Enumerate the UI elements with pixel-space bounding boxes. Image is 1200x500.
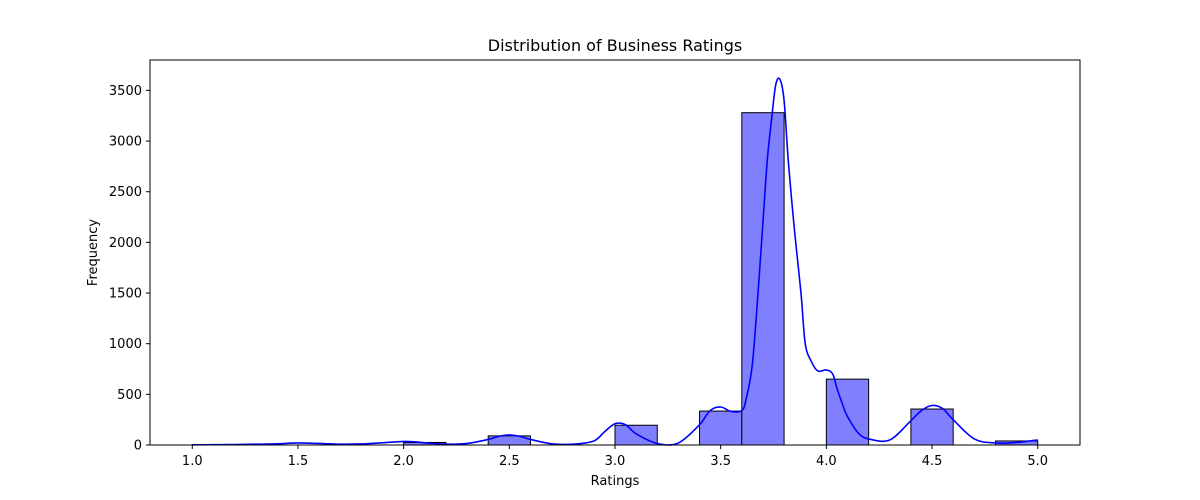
histogram-bar: [825, 378, 870, 446]
x-tick-label: 1.0: [182, 454, 203, 469]
x-axis-ticks: 1.0 1.5 2.0 2.5 3.0 3.5 4.0 4.5 5.0: [182, 445, 1048, 469]
y-axis-ticks: 0 500 1000 1500 2000 2500 3000 3500: [109, 84, 150, 454]
y-tick-label: 0: [134, 439, 142, 454]
x-tick-label: 2.0: [393, 454, 414, 469]
x-tick-label: 2.5: [499, 454, 520, 469]
x-axis-label: Ratings: [591, 474, 640, 489]
y-tick-label: 1500: [109, 287, 142, 302]
y-axis-label: Frequency: [86, 219, 101, 286]
y-tick-label: 3000: [109, 135, 142, 150]
x-tick-label: 5.0: [1027, 454, 1048, 469]
x-tick-label: 4.5: [922, 454, 943, 469]
x-tick-label: 3.0: [605, 454, 626, 469]
bars-layer: [191, 112, 1039, 446]
kde-layer: [192, 77, 1038, 446]
y-tick-label: 500: [117, 388, 142, 403]
y-tick-label: 1000: [109, 337, 142, 352]
y-tick-label: 2000: [109, 236, 142, 251]
histogram-bar: [741, 112, 785, 446]
y-tick-label: 2500: [109, 185, 142, 200]
x-tick-label: 1.5: [288, 454, 309, 469]
histogram-bar: [699, 410, 743, 446]
x-tick-label: 3.5: [710, 454, 731, 469]
chart-title: Distribution of Business Ratings: [488, 36, 743, 55]
plot-frame: [149, 59, 1081, 446]
x-tick-label: 4.0: [816, 454, 837, 469]
y-tick-label: 3500: [109, 84, 142, 99]
kde-curve: [192, 77, 1038, 446]
